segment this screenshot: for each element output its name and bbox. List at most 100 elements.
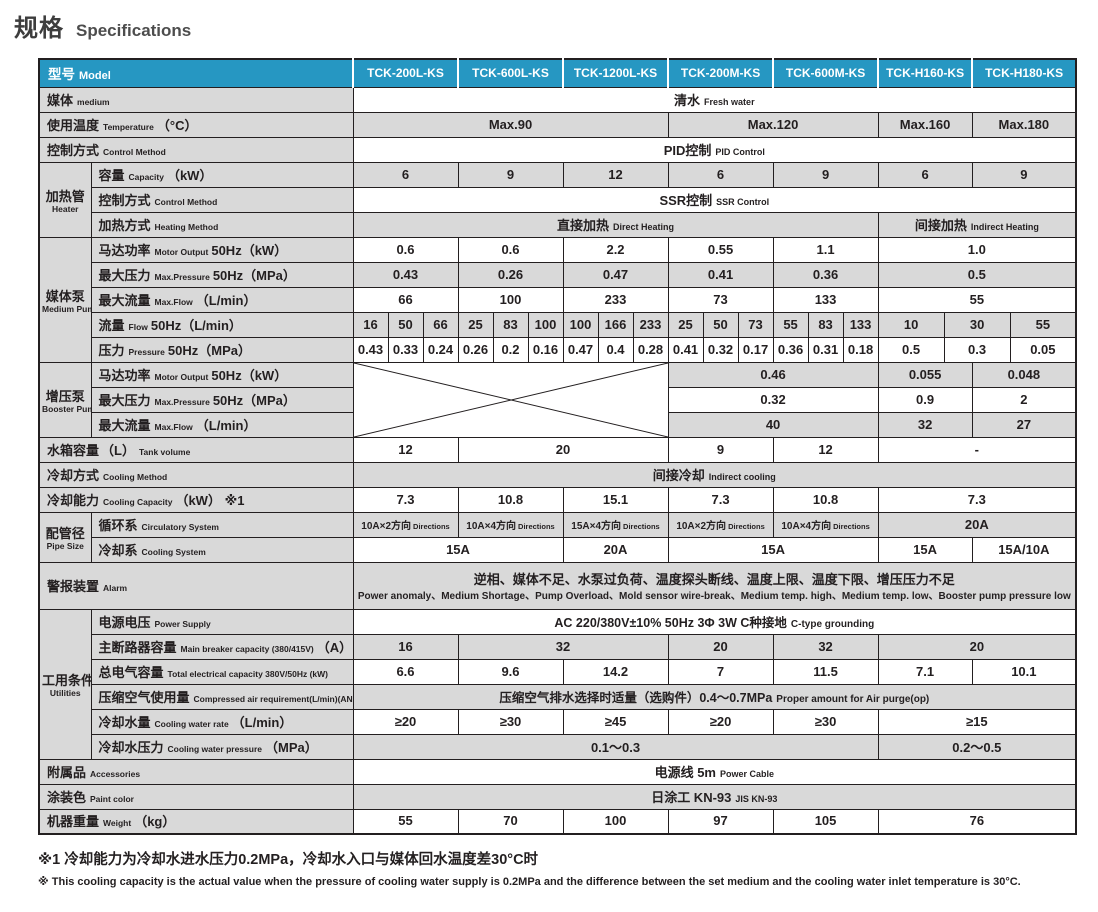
row-electrical-cell-5: 11.5 bbox=[772, 658, 879, 685]
row-heater-method-cell-2: 间接加热 Indirect Heating bbox=[877, 211, 1077, 238]
row-pump-flow-cell-9: 233 bbox=[632, 311, 669, 338]
row-cooling-capacity-cell-5: 10.8 bbox=[772, 486, 879, 513]
group-pipe-size: 配管径 Pipe Size bbox=[38, 511, 92, 563]
row-cooling-water-rate-cell-0: 冷却水量 Cooling water rate （L/min） bbox=[90, 708, 354, 735]
row-tank-volume-cell-2: 20 bbox=[457, 436, 669, 463]
row-pump-flow-cell-6: 100 bbox=[527, 311, 564, 338]
row-medium-cell-1: 清水 Fresh water bbox=[352, 86, 1077, 113]
footnote-en: ※ This cooling capacity is the actual va… bbox=[38, 876, 1021, 888]
col-tck-600m-ks: TCK-600M-KS bbox=[772, 58, 880, 88]
row-pump-flow-cell-17: 30 bbox=[943, 311, 1011, 338]
row-breaker-cell-4: 32 bbox=[772, 633, 879, 660]
col-tck-h180-ks: TCK-H180-KS bbox=[971, 58, 1078, 88]
row-pump-flow-cell-12: 73 bbox=[737, 311, 774, 338]
row-cooling-capacity-cell-2: 10.8 bbox=[457, 486, 564, 513]
row-cooling-water-pressure-cell-1: 0.1～0.3 bbox=[352, 733, 879, 760]
row-electrical-cell-3: 14.2 bbox=[562, 658, 669, 685]
row-breaker: 主断路器容量 Main breaker capacity (380/415V) （A… bbox=[39, 633, 1077, 660]
row-cooling-method-cell-0: 冷却方式 Cooling Method bbox=[38, 461, 354, 488]
row-pump-flow-cell-2: 50 bbox=[387, 311, 424, 338]
row-heater-capacity-cell-7: 6 bbox=[877, 161, 973, 188]
row-cooling-capacity-cell-6: 7.3 bbox=[877, 486, 1077, 513]
row-heater-capacity-cell-6: 9 bbox=[772, 161, 879, 188]
row-pump-flow-pressure-cell-6: 0.16 bbox=[527, 336, 564, 363]
row-breaker-cell-5: 20 bbox=[877, 633, 1077, 660]
row-pump-flow-pressure-cell-10: 0.41 bbox=[667, 336, 704, 363]
col-tck-600l-ks: TCK-600L-KS bbox=[457, 58, 564, 88]
row-pump-flow-pressure-cell-2: 0.33 bbox=[387, 336, 424, 363]
row-booster-pressure-cell-1: 0.32 bbox=[667, 386, 879, 413]
row-cooling-water-rate-cell-5: ≥30 bbox=[772, 708, 879, 735]
row-pipe-cooling-cell-3: 15A bbox=[667, 536, 879, 563]
specifications-table-wrap: 型号 Model TCK-200L-KS TCK-600L-KS TCK-1200L-K… bbox=[38, 58, 1078, 835]
row-electrical-cell-7: 10.1 bbox=[971, 658, 1077, 685]
row-power-supply: 工用条件 Utilities 电源电压 Power Supply AC 220/380V… bbox=[38, 608, 1077, 760]
row-pipe-cooling: 冷却系 Cooling System 15A 20A 15A 15A 15A/10A bbox=[39, 536, 1077, 563]
row-heater-method-cell-0: 加热方式 Heating Method bbox=[90, 211, 354, 238]
row-pump-flow-cell-18: 55 bbox=[1009, 311, 1077, 338]
row-heater-capacity-cell-2: 6 bbox=[352, 161, 459, 188]
row-pump-motor-cell-5: 0.55 bbox=[667, 236, 774, 263]
row-pump-pressure-cell-5: 0.36 bbox=[772, 261, 879, 288]
row-tank-volume-cell-5: - bbox=[877, 436, 1077, 463]
row-pump-flow-cell-4: 25 bbox=[457, 311, 494, 338]
row-booster-flow-cell-2: 32 bbox=[877, 411, 973, 438]
row-pump-flow-pressure-cell-17: 0.3 bbox=[943, 336, 1011, 363]
row-heater-control-cell-1: SSR控制 SSR Control bbox=[352, 186, 1077, 213]
col-tck-1200l-ks: TCK-1200L-KS bbox=[561, 58, 670, 88]
row-booster-flow: 最大流量 Max.Flow （L/min） 40 32 27 bbox=[39, 411, 1077, 438]
row-booster-flow-cell-3: 27 bbox=[971, 411, 1077, 438]
row-weight: 机器重量 Weight （kg） 55 70 100 97 105 76 bbox=[38, 808, 1077, 835]
row-paint-color-cell-1: 日涂工 KN-93 JIS KN-93 bbox=[352, 783, 1077, 810]
row-breaker-cell-1: 16 bbox=[352, 633, 459, 660]
col-tck-200m-ks: TCK-200M-KS bbox=[667, 58, 775, 88]
row-pump-motor-cell-3: 0.6 bbox=[457, 236, 564, 263]
row-booster-motor-cell-5: 0.048 bbox=[971, 361, 1077, 388]
row-pipe-circulatory-cell-5: 10A×2方向 Directions bbox=[667, 511, 774, 538]
row-medium-cell-0: 媒体 medium bbox=[38, 86, 354, 113]
page-title-cn: 规格 bbox=[14, 15, 64, 42]
row-breaker-cell-2: 32 bbox=[457, 633, 669, 660]
row-cooling-water-rate-cell-2: ≥30 bbox=[457, 708, 564, 735]
row-weight-cell-2: 70 bbox=[457, 808, 564, 835]
row-temperature-cell-4: Max.180 bbox=[971, 111, 1077, 138]
row-pump-flow-cell-5: 83 bbox=[492, 311, 529, 338]
col-tck-h160-ks: TCK-H160-KS bbox=[877, 58, 974, 88]
row-cooling-capacity: 冷却能力 Cooling Capacity （kW） ※1 7.3 10.8 15.1 7.… bbox=[38, 486, 1077, 513]
row-tank-volume-cell-1: 12 bbox=[352, 436, 459, 463]
row-tank-volume-cell-4: 12 bbox=[772, 436, 879, 463]
row-cooling-capacity-cell-3: 15.1 bbox=[562, 486, 669, 513]
row-accessories: 附属品 Accessories 电源线 5m Power Cable bbox=[38, 758, 1077, 785]
row-pump-pressure-cell-4: 0.41 bbox=[667, 261, 774, 288]
row-weight-cell-1: 55 bbox=[352, 808, 459, 835]
row-weight-cell-4: 97 bbox=[667, 808, 774, 835]
row-control-method-cell-0: 控制方式 Control Method bbox=[38, 136, 354, 163]
row-pump-flow-pressure-cell-0: 压力 Pressure 50Hz（MPa） bbox=[90, 336, 354, 363]
row-weight-cell-3: 100 bbox=[562, 808, 669, 835]
row-temperature-cell-3: Max.160 bbox=[877, 111, 973, 138]
row-accessories-cell-0: 附属品 Accessories bbox=[38, 758, 354, 785]
row-tank-volume: 水箱容量 （L） Tank volume 12 20 9 12- bbox=[38, 436, 1077, 463]
row-pump-maxflow-cell-0: 最大流量 Max.Flow （L/min） bbox=[90, 286, 354, 313]
row-pipe-circulatory-cell-2: 10A×2方向 Directions bbox=[352, 511, 459, 538]
row-pipe-circulatory: 配管径 Pipe Size 循环系 Circulatory System 10A×2方向… bbox=[38, 511, 1077, 563]
row-temperature-cell-2: Max.120 bbox=[667, 111, 879, 138]
row-booster-pressure-cell-0: 最大压力 Max.Pressure 50Hz（MPa） bbox=[90, 386, 354, 413]
row-heater-control-cell-0: 控制方式 Control Method bbox=[90, 186, 354, 213]
row-electrical-cell-6: 7.1 bbox=[877, 658, 973, 685]
row-pipe-circulatory-cell-3: 10A×4方向 Directions bbox=[457, 511, 564, 538]
row-heater-capacity-cell-8: 9 bbox=[971, 161, 1077, 188]
row-electrical-cell-0: 总电气容量 Total electrical capacity 380V/50Hz… bbox=[90, 658, 354, 685]
row-pipe-cooling-cell-4: 15A bbox=[877, 536, 973, 563]
page-title: 规格 Specifications bbox=[14, 8, 191, 43]
row-pipe-circulatory-cell-7: 20A bbox=[877, 511, 1077, 538]
row-pump-motor-cell-4: 2.2 bbox=[562, 236, 669, 263]
row-weight-cell-5: 105 bbox=[772, 808, 879, 835]
row-pump-flow-pressure-cell-16: 0.5 bbox=[877, 336, 945, 363]
row-pump-flow-pressure-cell-4: 0.26 bbox=[457, 336, 494, 363]
row-cooling-method: 冷却方式 Cooling Method 间接冷却 Indirect cooling bbox=[38, 461, 1077, 488]
row-pipe-circulatory-cell-6: 10A×4方向 Directions bbox=[772, 511, 879, 538]
row-pump-flow-cell-1: 16 bbox=[352, 311, 389, 338]
